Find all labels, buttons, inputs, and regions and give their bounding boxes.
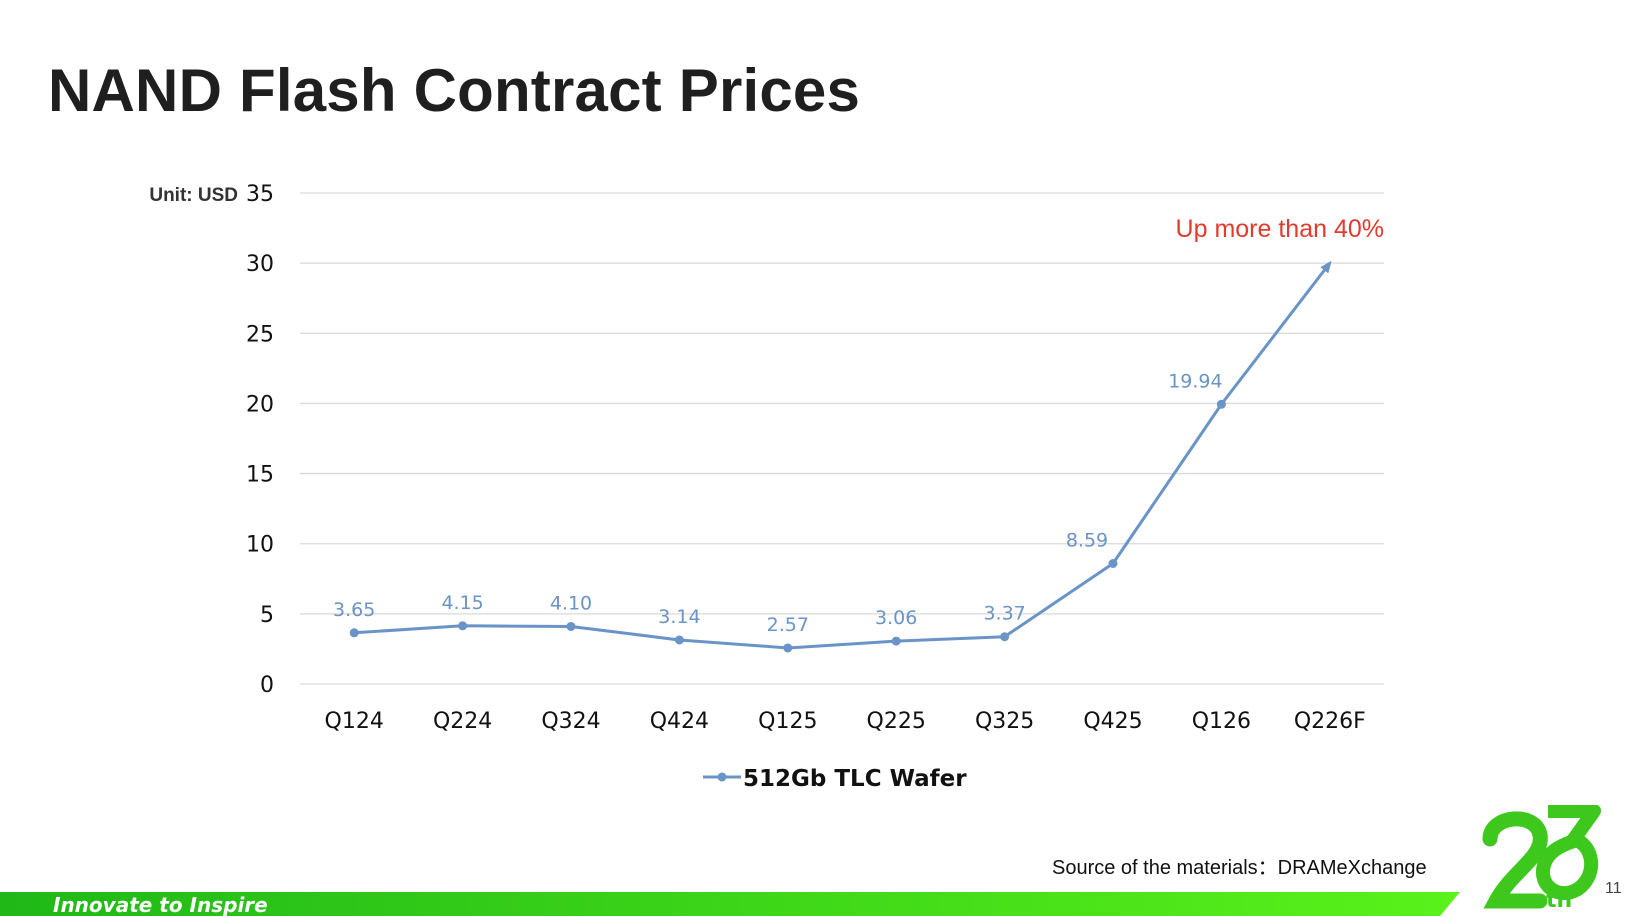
legend-marker: [717, 772, 727, 782]
data-point: [783, 643, 793, 653]
y-axis-unit-label: Unit: USD: [149, 185, 238, 206]
data-label: 4.10: [550, 592, 592, 614]
footer-slogan: Innovate to Inspire: [53, 893, 268, 917]
data-point: [891, 636, 901, 646]
x-tick-label: Q126: [1192, 709, 1251, 734]
x-tick-label: Q424: [650, 709, 709, 734]
data-label: 3.65: [333, 599, 375, 621]
source-note: Source of the materials：DRAMeXchange: [1052, 857, 1427, 879]
data-point: [1108, 558, 1118, 568]
y-tick-label: 35: [246, 182, 274, 207]
x-tick-label: Q225: [867, 709, 926, 734]
y-tick-label: 10: [246, 533, 274, 558]
y-tick-label: 20: [246, 392, 274, 417]
data-point: [674, 635, 684, 645]
footer-bar: [0, 892, 1460, 916]
y-tick-label: 25: [246, 322, 274, 347]
data-label: 4.15: [441, 592, 483, 614]
y-tick-label: 5: [260, 603, 274, 628]
data-point: [458, 621, 468, 631]
data-point: [1000, 632, 1010, 642]
page-title: NAND Flash Contract Prices: [48, 57, 861, 124]
page-number: 11: [1605, 880, 1622, 897]
x-tick-label: Q224: [433, 709, 492, 734]
data-label: 2.57: [767, 614, 809, 636]
x-tick-label: Q325: [975, 709, 1034, 734]
data-point: [349, 628, 359, 638]
y-tick-label: 15: [246, 463, 274, 488]
data-point: [566, 621, 576, 631]
data-label: 3.14: [658, 606, 700, 628]
data-label: 8.59: [1066, 529, 1108, 551]
chart-legend: 512Gb TLC Wafer: [703, 766, 967, 792]
series-line: [354, 403, 1223, 650]
x-tick-label: Q324: [541, 709, 600, 734]
legend-label: 512Gb TLC Wafer: [743, 766, 967, 792]
data-label: 19.94: [1168, 370, 1222, 392]
line-chart: 0 5 10 15 20 25 30 35 Q124 Q224 Q324 Q424 Q125 Q225 Q…: [149, 182, 1384, 792]
growth-annotation: Up more than 40%: [1176, 215, 1384, 243]
data-label: 3.37: [983, 603, 1025, 625]
svg-text:th: th: [1546, 888, 1572, 911]
data-label: 3.06: [875, 607, 917, 629]
x-tick-label: Q425: [1083, 709, 1142, 734]
y-tick-label: 0: [260, 673, 274, 698]
y-tick-label: 30: [246, 252, 274, 277]
x-tick-label: Q226F: [1294, 709, 1366, 734]
x-tick-label: Q125: [758, 709, 817, 734]
anniversary-logo: th: [1482, 805, 1601, 911]
projection-arrow: [1220, 260, 1332, 406]
x-tick-label: Q124: [325, 709, 384, 734]
